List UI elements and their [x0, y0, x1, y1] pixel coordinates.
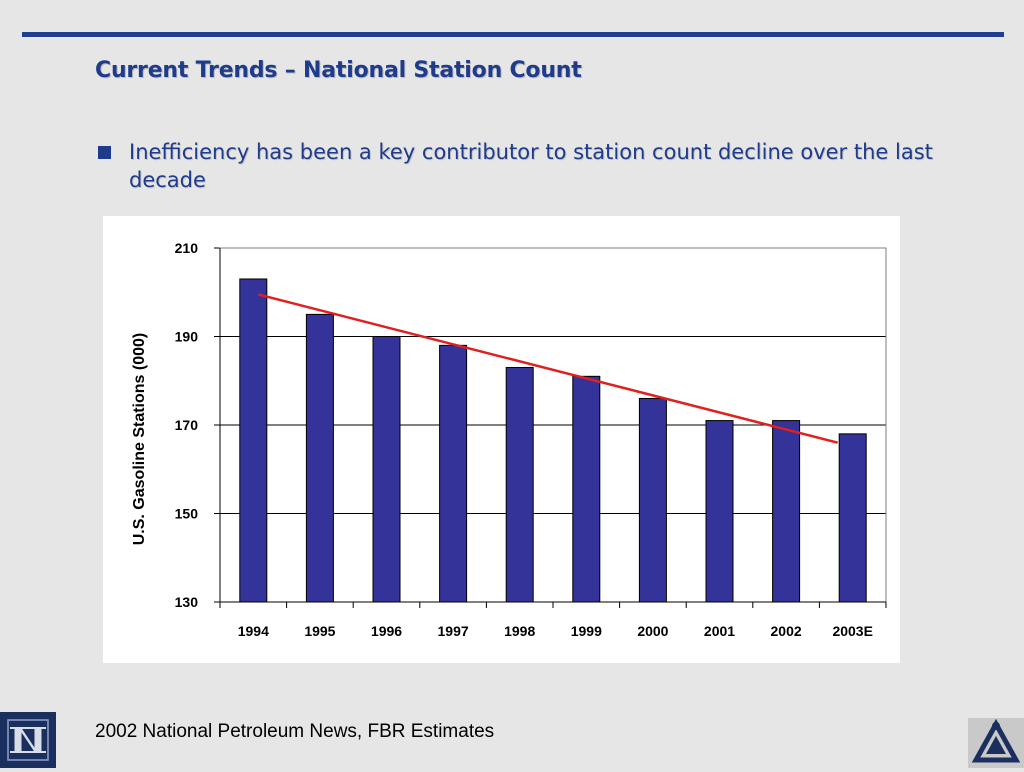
university-n-logo	[0, 712, 56, 768]
square-bullet-icon	[98, 146, 111, 159]
x-tick-labels: 1994 1995 1996 1997 1998 1999 2000 2001 2002 2003…	[238, 623, 873, 639]
trend-line	[257, 293, 839, 444]
bullet-point: Inefficiency has been a key contributor …	[98, 138, 978, 194]
x-tick-label: 1994	[238, 623, 269, 639]
bar-1999	[572, 375, 601, 603]
bar-1998	[505, 366, 534, 603]
bar-2000	[638, 397, 667, 603]
bar-2003E	[838, 433, 867, 603]
bar-2002	[772, 420, 801, 603]
bullet-text: Inefficiency has been a key contributor …	[129, 140, 933, 192]
y-tick-label: 190	[175, 329, 199, 345]
slide-title: Current Trends – National Station Count	[95, 58, 582, 83]
station-count-chart: 130 150 170 190 210 1994 1995 1996 1997 1998 1999…	[131, 240, 887, 639]
y-axis-title: U.S. Gasoline Stations (000)	[131, 333, 148, 546]
trend-layer	[257, 293, 839, 444]
bar-1995	[305, 313, 334, 603]
bar-1994	[239, 278, 268, 603]
axes	[214, 247, 887, 608]
x-tick-label: 2003E	[832, 623, 872, 639]
y-tick-label: 150	[175, 506, 199, 522]
x-tick-label: 2000	[637, 623, 668, 639]
top-rule	[22, 32, 1004, 37]
bar-2001	[705, 420, 734, 603]
chart-panel: 130 150 170 190 210 1994 1995 1996 1997 1998 1999…	[103, 216, 900, 663]
x-tick-label: 2002	[771, 623, 802, 639]
x-tick-label: 1997	[438, 623, 469, 639]
x-tick-label: 1998	[504, 623, 535, 639]
y-tick-label: 170	[175, 417, 199, 433]
x-tick-label: 2001	[704, 623, 735, 639]
x-tick-label: 1999	[571, 623, 602, 639]
source-note: 2002 National Petroleum News, FBR Estima…	[95, 721, 495, 742]
triangle-logo-icon	[968, 718, 1024, 768]
bars	[239, 278, 867, 603]
y-tick-label: 130	[175, 594, 199, 610]
bar-1996	[372, 336, 401, 603]
x-tick-label: 1995	[304, 623, 335, 639]
x-tick-label: 1996	[371, 623, 402, 639]
y-tick-label: 210	[175, 240, 199, 256]
bar-1997	[439, 344, 468, 603]
y-tick-labels: 130 150 170 190 210	[175, 240, 199, 610]
